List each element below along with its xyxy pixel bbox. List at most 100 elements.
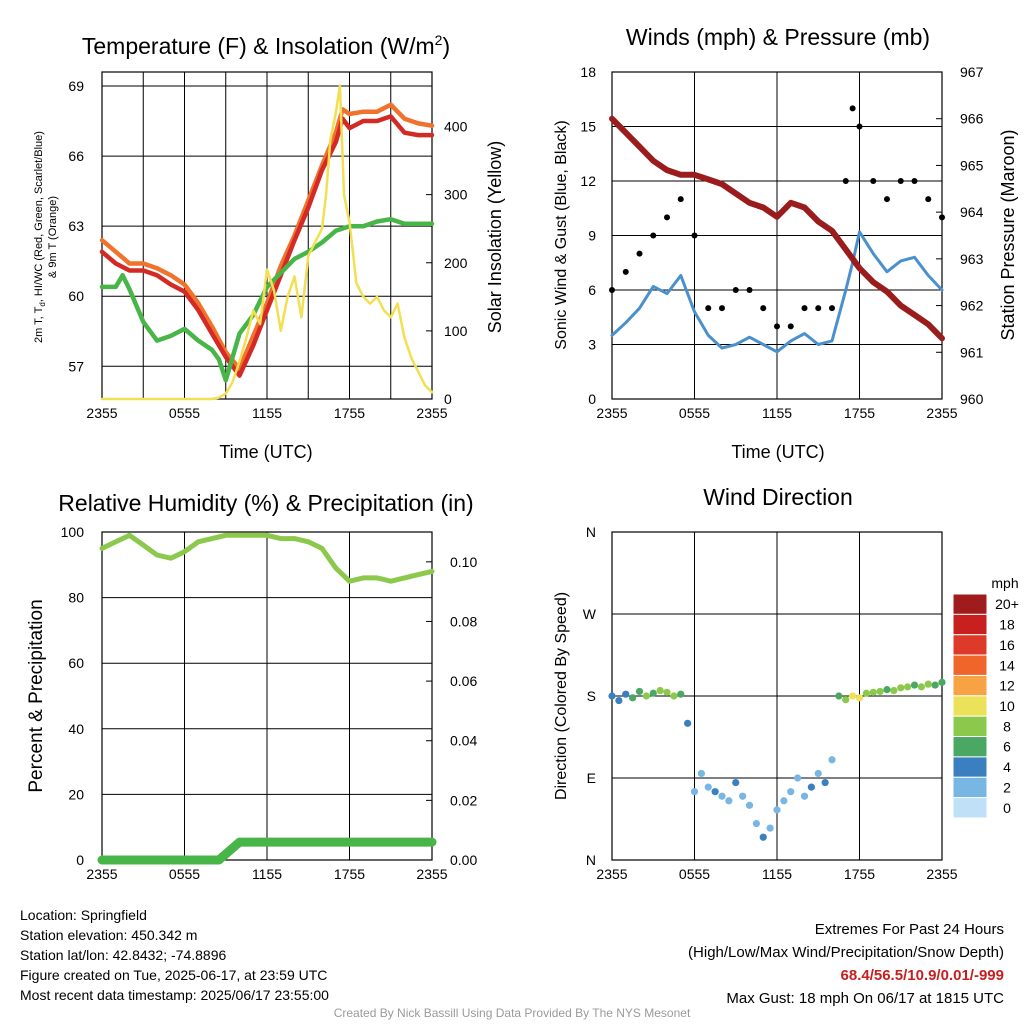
direction-point (800, 792, 809, 800)
colorbar-label: 4 (1003, 759, 1011, 775)
y2-tick-label: 967 (960, 64, 984, 80)
gust-point (849, 105, 856, 112)
y2-tick-label: 966 (960, 111, 984, 127)
y2-tick-label: 0 (444, 391, 452, 407)
colorbar-swatch (952, 593, 988, 615)
direction-point (752, 819, 760, 828)
series-sonic-wind (610, 230, 944, 354)
gust-point (801, 305, 808, 312)
colorbar-swatch (952, 776, 988, 799)
gust-point (842, 178, 849, 184)
direction-point (704, 783, 712, 791)
colorbar-title: mph (991, 575, 1018, 591)
y2-tick-label: 0.08 (450, 613, 477, 629)
direction-point (725, 797, 733, 805)
x-tick-label: 1155 (762, 405, 792, 421)
gust-point (870, 178, 877, 184)
direction-point (890, 686, 898, 695)
direction-point (862, 689, 870, 697)
y2-tick-label: 0.10 (450, 554, 477, 570)
direction-point (780, 797, 788, 805)
x-tick-label: 2355 (86, 405, 117, 421)
gust-point (856, 123, 863, 130)
y2-tick-label: 0.06 (450, 673, 477, 689)
y-tick-label: 57 (68, 358, 84, 374)
colorbar-label: 2 (1003, 779, 1011, 795)
y-tick-label: 20 (68, 786, 84, 802)
series-9m-temperature (99, 102, 435, 371)
gust-point (650, 232, 657, 239)
y-tick-label: S (587, 688, 596, 704)
colorbar-label: 12 (999, 678, 1015, 694)
x-tick-label: 1155 (252, 405, 282, 421)
gust-point (829, 305, 835, 312)
temperature-xlabel: Time (UTC) (219, 442, 312, 462)
x-tick-label: 1755 (844, 866, 875, 882)
direction-point (615, 696, 623, 705)
gust-point (664, 214, 670, 221)
y-tick-label: 100 (61, 524, 85, 540)
y-tick-label: 3 (588, 337, 596, 353)
recent-timestamp: Most recent data timestamp: 2025/06/17 2… (20, 987, 329, 1003)
gust-point (815, 305, 822, 312)
winds-ylabel: Sonic Wind & Gust (Blue, Black) (553, 120, 570, 349)
gust-point (787, 323, 794, 330)
y-tick-label: 80 (68, 590, 84, 606)
direction-point (642, 692, 650, 700)
gust-point (622, 268, 629, 275)
y-tick-label: 69 (68, 78, 84, 94)
x-tick-label: 1755 (844, 405, 875, 421)
gust-point (705, 305, 712, 312)
colorbar-swatch (952, 736, 988, 758)
direction-ylabel: Direction (Colored By Speed) (553, 592, 570, 800)
direction-point (842, 696, 850, 704)
colorbar-swatch (952, 715, 988, 738)
station-location: Location: Springfield (20, 907, 147, 923)
direction-point (684, 719, 692, 727)
direction-point (629, 694, 637, 702)
y-tick-label: 40 (68, 721, 84, 737)
humidity-panel-title: Relative Humidity (%) & Precipitation (i… (58, 490, 473, 516)
y-tick-label: 60 (68, 288, 84, 304)
x-tick-label: 0555 (679, 405, 710, 421)
extremes-panel: Extremes For Past 24 Hours (High/Low/Max… (688, 918, 1004, 1010)
y2-tick-label: 960 (960, 391, 984, 407)
direction-point (883, 686, 891, 694)
direction-point (718, 792, 726, 800)
y2-tick-label: 964 (960, 204, 984, 220)
direction-point (711, 788, 719, 796)
y-tick-label: 18 (580, 64, 596, 80)
x-tick-label: 2355 (596, 866, 627, 882)
direction-point (759, 833, 767, 841)
x-tick-label: 1755 (334, 866, 365, 882)
colorbar-swatch (952, 634, 988, 656)
y-tick-label: W (583, 606, 597, 622)
station-elevation: Station elevation: 450.342 m (20, 927, 198, 943)
colorbar-swatch (952, 654, 988, 676)
y-tick-label: 12 (580, 173, 596, 189)
gust-point (719, 305, 725, 312)
direction-point (807, 783, 815, 791)
gust-point (732, 287, 739, 293)
direction-point (835, 692, 843, 700)
colorbar-swatch (952, 797, 988, 819)
direction-point (821, 778, 829, 787)
direction-point (787, 788, 795, 796)
y2-tick-label: 300 (444, 187, 468, 203)
y-tick-label: N (586, 524, 596, 540)
credit-line: Created By Nick Bassill Using Data Provi… (333, 1006, 691, 1020)
humidity-ylabel: Percent & Precipitation (26, 599, 47, 792)
series-precipitation (97, 837, 437, 865)
y2-tick-label: 961 (960, 344, 984, 360)
x-tick-label: 1155 (762, 866, 792, 882)
colorbar-label: 0 (1003, 800, 1011, 816)
colorbar-label: 10 (999, 698, 1015, 714)
direction-point (931, 681, 939, 689)
gust-point (884, 196, 890, 203)
gust-point (677, 196, 684, 203)
y-tick-label: 66 (68, 148, 84, 164)
x-tick-label: 2355 (926, 866, 957, 882)
direction-point (897, 684, 905, 692)
direction-point (656, 686, 664, 695)
